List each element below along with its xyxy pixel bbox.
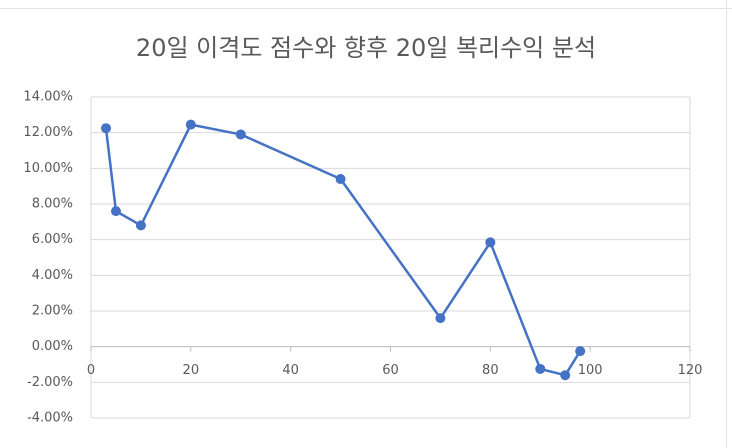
data-point	[560, 370, 571, 381]
data-point	[335, 174, 346, 185]
x-tick-label: 40	[282, 363, 299, 378]
y-tick-label: -4.00%	[27, 411, 73, 426]
x-tick-label: 0	[87, 363, 95, 378]
y-tick-label: 14.00%	[23, 90, 73, 105]
y-tick-label: 8.00%	[32, 197, 73, 212]
y-tick-label: 0.00%	[32, 339, 73, 354]
data-point	[185, 119, 196, 130]
data-point	[235, 129, 246, 140]
y-tick-label: 2.00%	[32, 304, 73, 319]
y-tick-label: 6.00%	[32, 232, 73, 247]
chart-title: 20일 이격도 점수와 향후 20일 복리수익 분석	[136, 34, 596, 62]
data-point	[100, 123, 111, 134]
data-point	[135, 220, 146, 231]
data-point	[435, 313, 446, 324]
x-tick-label: 60	[382, 363, 399, 378]
data-point	[535, 363, 546, 374]
x-tick-label: 80	[482, 363, 499, 378]
data-point	[575, 346, 586, 357]
data-point	[110, 206, 121, 217]
data-point	[485, 237, 496, 248]
y-tick-label: 10.00%	[23, 161, 73, 176]
y-tick-label: -2.00%	[27, 375, 73, 390]
y-tick-label: 4.00%	[32, 268, 73, 283]
x-tick-label: 100	[578, 363, 603, 378]
x-tick-label: 20	[183, 363, 200, 378]
x-tick-label: 120	[678, 363, 703, 378]
y-tick-label: 12.00%	[23, 125, 73, 140]
